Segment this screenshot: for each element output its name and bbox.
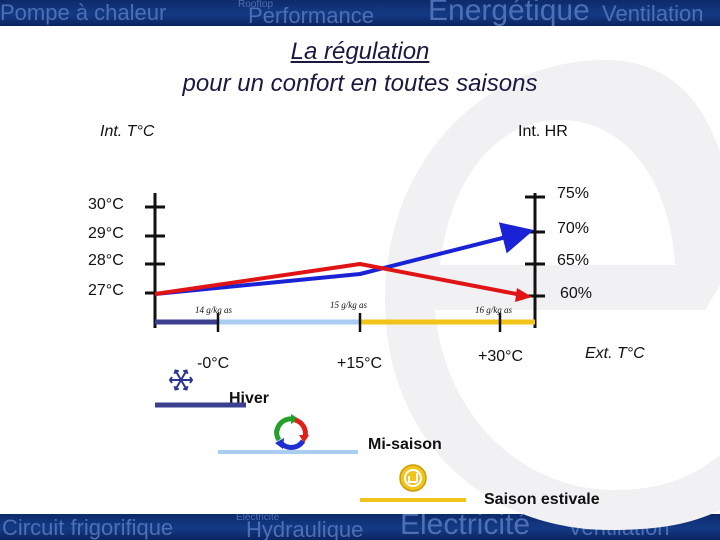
left-tick-label: 28°C	[88, 252, 124, 269]
right-tick-label: 70%	[557, 220, 590, 237]
outdoor-tick-label: -0°C	[197, 355, 230, 372]
left-axis-label: Int. T°C	[100, 123, 155, 140]
header-word: Énergétique	[428, 0, 590, 26]
footer-word: Électricité	[400, 514, 531, 540]
legend-mid-season-label: Mi-saison	[368, 436, 442, 453]
header-word: Pompe à chaleur	[0, 0, 167, 25]
right-axis-label: Int. HR	[518, 123, 568, 140]
indoor-humidity-line	[154, 262, 528, 298]
humidity-arrowhead	[515, 288, 532, 302]
footer-word: Circuit frigorifique	[2, 515, 174, 540]
title-line-1: La régulation	[290, 38, 430, 65]
outdoor-tick-label: +30°C	[478, 348, 524, 365]
right-tick-label: 65%	[557, 252, 590, 269]
left-tick-label: 27°C	[88, 282, 124, 299]
title-line-2: pour un confort en toutes saisons	[182, 70, 538, 97]
bottom-axis-label: Ext. T°C	[585, 345, 645, 362]
cycle-arrows-icon	[274, 414, 309, 450]
footer-word: Hydraulique	[246, 517, 364, 540]
right-tick-label: 60%	[560, 285, 593, 302]
header-word: Rooftop	[238, 0, 274, 10]
background-e-watermark	[385, 60, 720, 530]
indoor-temperature-line	[154, 222, 534, 296]
header-word: Performance	[248, 3, 374, 26]
header-band: Pompe à chaleur Rooftop Performance Éner…	[0, 0, 720, 26]
snowflake-icon	[168, 369, 194, 391]
sun-icon	[399, 464, 427, 492]
footer-word: Électricité	[236, 514, 280, 523]
humidity-label: 15 g/kg as	[330, 300, 367, 310]
humidity-label: 14 g/kg as	[195, 305, 232, 315]
left-tick-label: 30°C	[88, 196, 124, 213]
right-tick-label: 75%	[557, 185, 590, 202]
legend-summer-label: Saison estivale	[484, 491, 600, 508]
outdoor-tick-label: +15°C	[337, 355, 383, 372]
left-tick-label: 29°C	[88, 225, 124, 242]
humidity-label: 16 g/kg as	[475, 305, 512, 315]
header-word: Ventilation	[602, 1, 704, 26]
